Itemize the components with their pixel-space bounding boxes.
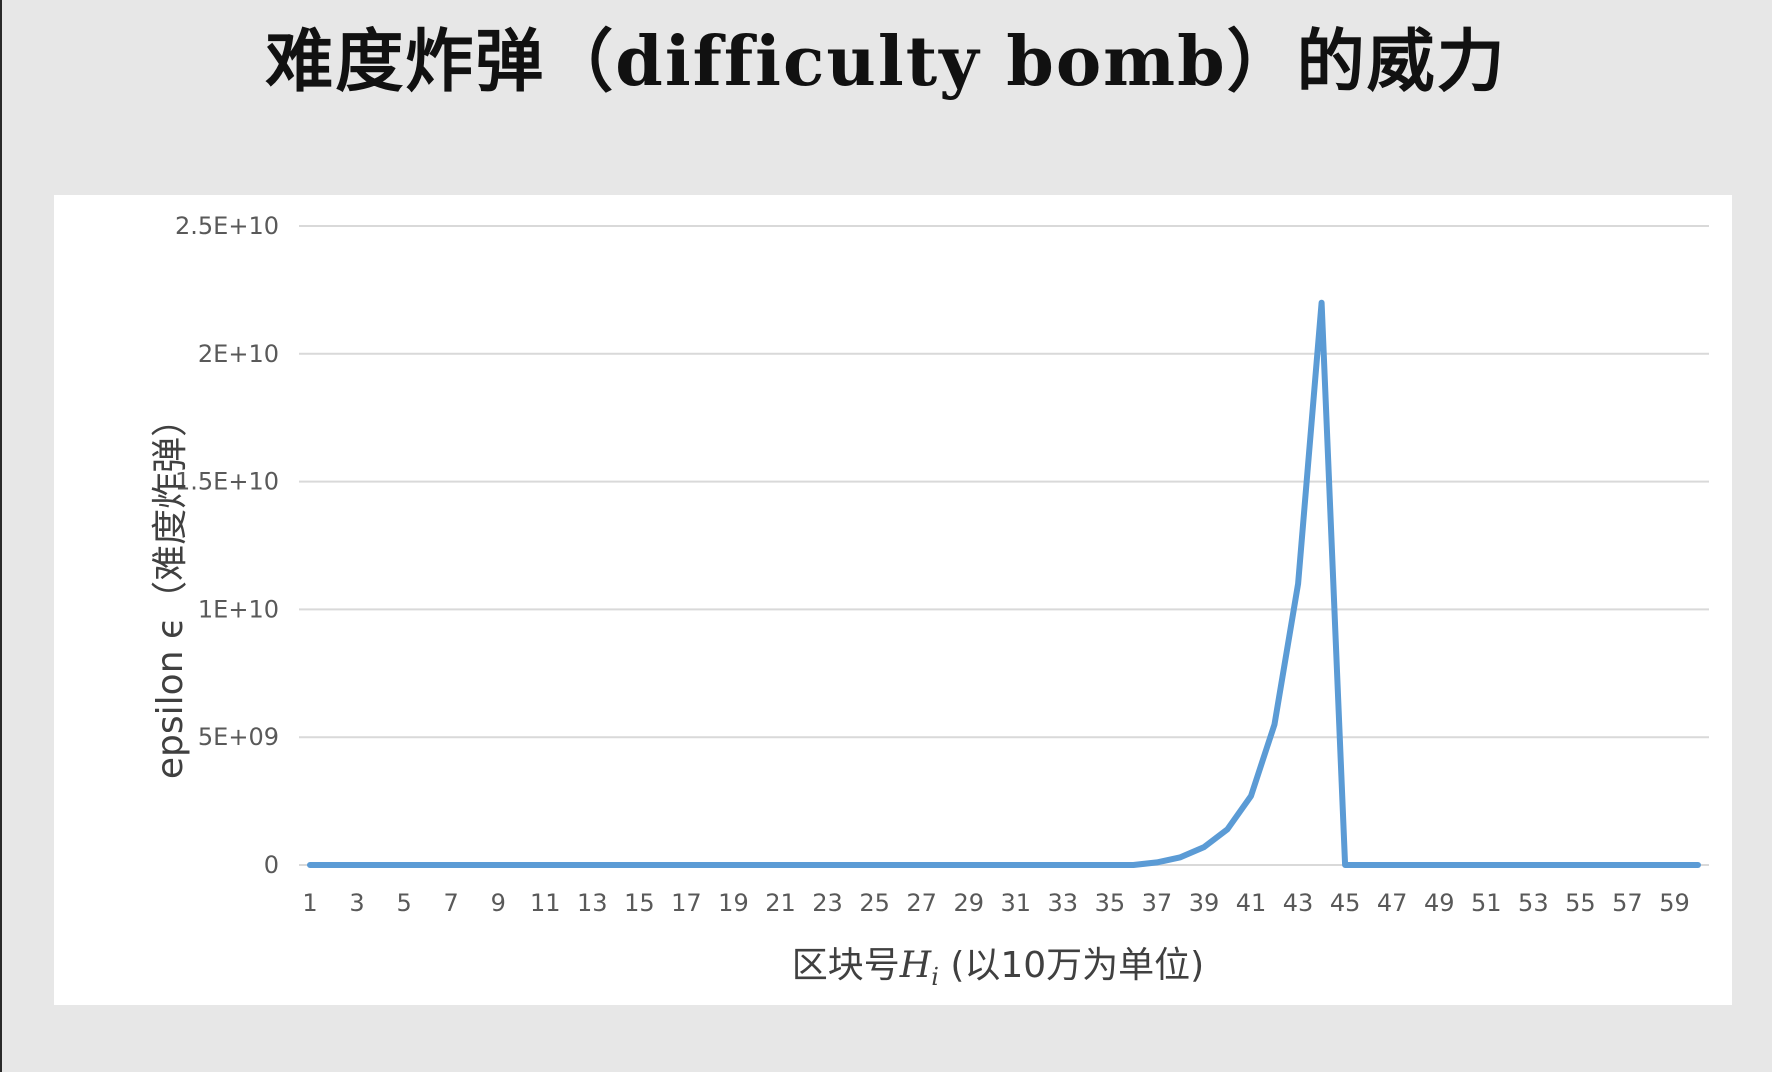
- x-tick-label: 51: [1471, 889, 1502, 917]
- y-tick-label: 0: [264, 851, 279, 879]
- x-tick-label: 7: [444, 889, 459, 917]
- left-edge: [0, 0, 2, 1072]
- x-tick-label: 29: [953, 889, 984, 917]
- x-tick-label: 21: [765, 889, 796, 917]
- x-tick-label: 13: [577, 889, 608, 917]
- series-line: [307, 299, 1701, 868]
- y-tick-label: 2.5E+10: [175, 212, 279, 240]
- x-tick-label: 27: [906, 889, 937, 917]
- x-axis-title-subscript: i: [931, 963, 939, 991]
- x-tick-label: 5: [396, 889, 411, 917]
- x-axis-title: 区块号Hi (以10万为单位): [792, 945, 1204, 991]
- x-tick-label: 53: [1518, 889, 1549, 917]
- x-tick-label: 59: [1659, 889, 1690, 917]
- x-tick-label: 11: [530, 889, 561, 917]
- x-tick-label: 45: [1330, 889, 1361, 917]
- x-axis-title-symbol: H: [899, 945, 932, 986]
- x-tick-label: 19: [718, 889, 749, 917]
- x-axis-title-suffix: (以10万为单位): [939, 945, 1204, 986]
- x-tick-label: 15: [624, 889, 655, 917]
- x-tick-label: 37: [1142, 889, 1173, 917]
- x-tick-label: 47: [1377, 889, 1408, 917]
- x-tick-label: 33: [1048, 889, 1079, 917]
- x-tick-label: 55: [1565, 889, 1596, 917]
- y-tick-label: 1.5E+10: [175, 468, 279, 496]
- slide-title: 难度炸弹（difficulty bomb）的威力: [265, 21, 1507, 102]
- x-tick-label: 35: [1095, 889, 1126, 917]
- x-tick-label: 39: [1189, 889, 1220, 917]
- x-tick-label: 31: [1000, 889, 1031, 917]
- x-tick-label: 41: [1236, 889, 1267, 917]
- x-tick-labels: 1 3 5 7 9 11 13 15 17 19 21 23 25 27 29 31 33 35 37 39 41 43 4…: [302, 889, 1689, 917]
- x-tick-label: 1: [302, 889, 317, 917]
- x-tick-label: 43: [1283, 889, 1314, 917]
- y-tick-label: 1E+10: [198, 595, 279, 623]
- y-axis-title: epsilon ϵ（难度炸弹）: [150, 401, 191, 779]
- x-tick-label: 49: [1424, 889, 1455, 917]
- y-tick-label: 5E+09: [198, 723, 279, 751]
- x-tick-label: 57: [1612, 889, 1643, 917]
- y-tick-labels: 0 5E+09 1E+10 1.5E+10 2E+10 2.5E+10: [175, 212, 279, 879]
- x-tick-label: 23: [812, 889, 843, 917]
- x-axis-title-text: 区块号: [792, 945, 900, 986]
- x-tick-label: 9: [491, 889, 506, 917]
- gridlines: [299, 225, 1709, 866]
- chart-panel: 0 5E+09 1E+10 1.5E+10 2E+10 2.5E+10 1 3 5 7 9 11 13…: [54, 195, 1732, 1005]
- x-tick-label: 25: [859, 889, 890, 917]
- x-tick-label: 17: [671, 889, 702, 917]
- series-layer: [307, 299, 1701, 868]
- y-tick-label: 2E+10: [198, 340, 279, 368]
- x-tick-label: 3: [349, 889, 364, 917]
